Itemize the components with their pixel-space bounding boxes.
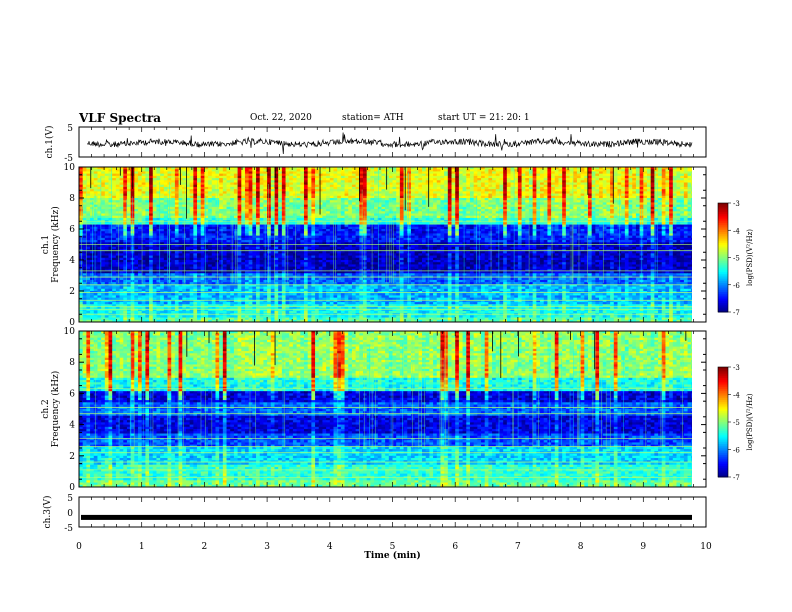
- y-tick-label: 5: [67, 494, 73, 504]
- y-axis-label: Frequency (kHz): [50, 371, 61, 448]
- colorbar-tick-label: -3: [733, 364, 740, 372]
- y-tick-label: 8: [69, 194, 75, 204]
- x-tick-label: 10: [700, 542, 712, 552]
- y-tick-label: 2: [69, 452, 75, 462]
- x-tick-label: 0: [76, 542, 82, 552]
- y-axis-label: Frequency (kHz): [50, 206, 61, 283]
- ch1-waveform-trace: [87, 133, 692, 155]
- x-tick-label: 2: [202, 542, 208, 552]
- ch1-spectrogram-image: [79, 167, 706, 322]
- colorbar-tick-label: -3: [733, 200, 740, 208]
- colorbar-label: log(PSD)(V²/Hz): [746, 229, 754, 286]
- colorbar-tick-label: -5: [733, 419, 740, 427]
- y-tick-label: 10: [64, 327, 76, 337]
- y-tick-label: 4: [69, 421, 75, 431]
- x-axis-label: Time (min): [364, 550, 421, 561]
- colorbar-tick-label: -6: [733, 447, 740, 455]
- x-tick-label: 7: [515, 542, 521, 552]
- colorbar-tick-label: -5: [733, 255, 740, 263]
- y-tick-label: 10: [64, 163, 76, 173]
- y-axis-label: ch.3(V): [42, 496, 53, 529]
- y-tick-label: -5: [64, 524, 73, 534]
- colorbar-tick-label: -7: [733, 474, 740, 482]
- y-axis-label: ch.1(V): [44, 126, 55, 159]
- colorbar-label: log(PSD)(V²/Hz): [746, 393, 754, 450]
- y-tick-label: 6: [69, 225, 75, 235]
- colorbar-tick-label: -4: [733, 227, 740, 235]
- channel-label: ch.1: [41, 235, 51, 254]
- x-tick-label: 1: [139, 542, 145, 552]
- x-tick-label: 3: [264, 542, 270, 552]
- colorbar-tick-label: -7: [733, 309, 740, 317]
- channel-label: ch.2: [41, 399, 51, 418]
- ch3-waveform-trace: [81, 515, 692, 520]
- x-tick-label: 6: [452, 542, 458, 552]
- y-tick-label: 5: [67, 124, 73, 134]
- y-tick-label: 0: [69, 483, 75, 493]
- ch2-spectrogram-image: [79, 331, 706, 487]
- y-tick-label: 0: [67, 509, 73, 519]
- colorbar-tick-label: -6: [733, 282, 740, 290]
- x-tick-label: 4: [327, 542, 333, 552]
- x-tick-label: 9: [640, 542, 646, 552]
- y-tick-label: 2: [69, 287, 75, 297]
- x-tick-label: 8: [578, 542, 584, 552]
- y-tick-label: 8: [69, 358, 75, 368]
- y-tick-label: 6: [69, 389, 75, 399]
- y-tick-label: 4: [69, 256, 75, 266]
- colorbar-tick-label: -4: [733, 392, 740, 400]
